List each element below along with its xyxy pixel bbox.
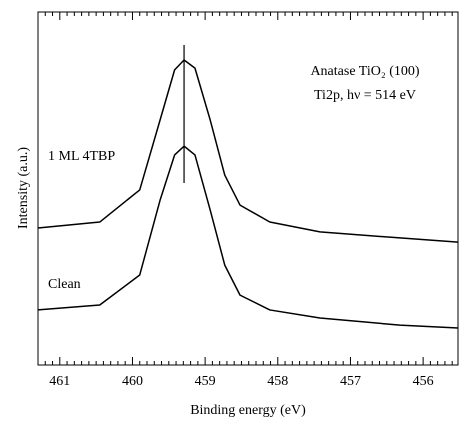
- annotation: Ti2p, hν = 514 eV: [314, 88, 416, 103]
- x-tick-label: 457: [340, 374, 361, 389]
- plot-frame: [37, 11, 459, 366]
- x-tick-label: 456: [413, 374, 434, 389]
- series-line: [37, 145, 459, 329]
- annotation: Anatase TiO₂ (100): [310, 64, 419, 79]
- series-label: 1 ML 4TBP: [48, 149, 115, 164]
- x-tick-label: 461: [49, 374, 70, 389]
- series-line: [37, 59, 459, 243]
- series-label: Clean: [48, 277, 81, 292]
- y-axis-label: Intensity (a.u.): [16, 147, 31, 229]
- x-axis-label: Binding energy (eV): [190, 403, 306, 418]
- x-tick-label: 460: [122, 374, 143, 389]
- x-tick-label: 458: [267, 374, 288, 389]
- x-tick-label: 459: [195, 374, 216, 389]
